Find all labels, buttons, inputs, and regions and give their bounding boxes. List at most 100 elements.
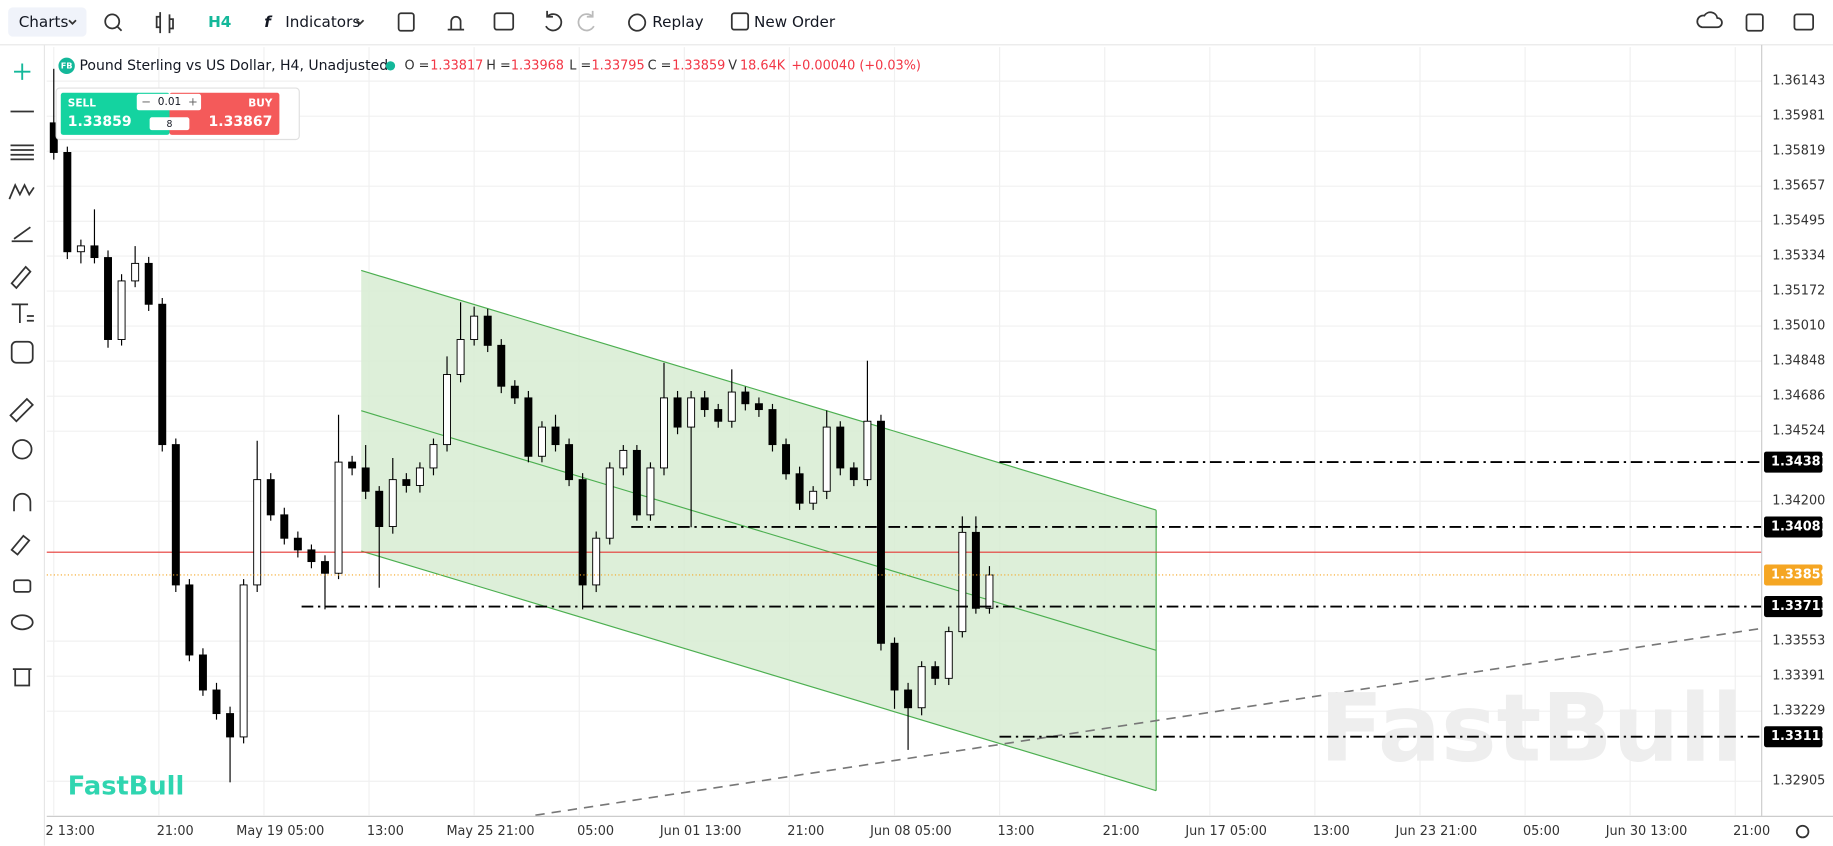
candle-body bbox=[958, 531, 967, 633]
candle-body bbox=[822, 426, 831, 492]
zoom-tool[interactable] bbox=[11, 439, 33, 460]
x-tick-label: 21:00 bbox=[157, 824, 194, 839]
candle-body bbox=[700, 397, 709, 411]
close-label: C = bbox=[648, 58, 672, 73]
new-order-label[interactable]: New Order bbox=[754, 13, 836, 31]
watermark: FastBull bbox=[1319, 674, 1743, 783]
y-tick-label: 1.34200 bbox=[1772, 494, 1825, 509]
current-price-label: 1.33859 bbox=[1771, 567, 1830, 582]
candle-body bbox=[388, 479, 397, 528]
candle-body bbox=[321, 561, 329, 574]
x-tick-label: Jun 23 21:00 bbox=[1395, 824, 1478, 839]
candle-body bbox=[537, 426, 546, 457]
candle-body bbox=[429, 444, 438, 469]
lot-value: 0.01 bbox=[158, 96, 181, 108]
settings-icon[interactable] bbox=[1795, 824, 1810, 839]
search-icon[interactable] bbox=[104, 13, 121, 30]
candle-body bbox=[985, 574, 994, 609]
volume-label: V bbox=[728, 58, 737, 73]
ruler-tool[interactable] bbox=[9, 397, 34, 423]
candle-body bbox=[171, 444, 180, 586]
status-dot bbox=[385, 61, 396, 71]
trash-tool[interactable] bbox=[12, 668, 32, 687]
candle-body bbox=[714, 409, 723, 422]
text-tool[interactable] bbox=[11, 303, 34, 324]
y-tick-label: 1.35172 bbox=[1772, 284, 1825, 299]
order-icon[interactable] bbox=[730, 12, 750, 31]
undo-icon[interactable] bbox=[545, 10, 563, 32]
charts-label[interactable]: Charts bbox=[19, 13, 69, 31]
candle-body bbox=[415, 467, 424, 486]
fib-tool[interactable] bbox=[10, 144, 34, 161]
x-tick-label: 2 13:00 bbox=[45, 824, 94, 839]
lot-input[interactable] bbox=[136, 93, 202, 111]
calendar-icon[interactable] bbox=[493, 12, 515, 31]
popout-icon[interactable] bbox=[1745, 13, 1764, 32]
price-label: 1.34081 bbox=[1771, 519, 1830, 534]
candle-body bbox=[63, 152, 72, 253]
crosshair-tool[interactable] bbox=[14, 63, 31, 80]
alert-icon[interactable] bbox=[447, 15, 465, 31]
buy-price: 1.33867 bbox=[209, 114, 273, 130]
high-value: 1.33968 bbox=[511, 58, 564, 73]
candle-body bbox=[117, 280, 126, 340]
y-tick-label: 1.35334 bbox=[1772, 249, 1825, 264]
candle-body bbox=[849, 467, 858, 481]
magnet-tool[interactable] bbox=[13, 492, 32, 512]
candle-body bbox=[863, 420, 872, 481]
candle-body bbox=[470, 315, 479, 340]
candle-body bbox=[456, 339, 465, 376]
replay-icon[interactable] bbox=[628, 13, 647, 32]
candle-body bbox=[524, 397, 533, 457]
volume-value: 18.64K bbox=[740, 58, 786, 73]
price-label-box bbox=[1764, 516, 1823, 538]
redo-icon[interactable] bbox=[577, 10, 595, 32]
x-tick-label: 21:00 bbox=[1103, 824, 1140, 839]
close-value: 1.33859 bbox=[672, 58, 725, 73]
replay-label[interactable]: Replay bbox=[652, 13, 703, 31]
price-label-box bbox=[1764, 726, 1823, 748]
lot-plus[interactable]: + bbox=[188, 95, 198, 109]
candle-body bbox=[198, 654, 207, 691]
y-tick-label: 1.35819 bbox=[1772, 144, 1825, 159]
panel-icon[interactable] bbox=[1793, 13, 1815, 31]
y-tick-label: 1.35657 bbox=[1772, 179, 1825, 194]
eye-tool[interactable] bbox=[10, 614, 34, 631]
candle-body bbox=[741, 391, 750, 405]
pattern-tool[interactable] bbox=[8, 183, 35, 200]
candle-body bbox=[483, 315, 492, 346]
x-tick-label: Jun 01 13:00 bbox=[659, 824, 742, 839]
candle-body bbox=[510, 385, 519, 399]
candle-body bbox=[158, 303, 167, 446]
candle-body bbox=[212, 689, 221, 715]
candle-body bbox=[565, 444, 574, 481]
lock-draw-tool[interactable] bbox=[10, 534, 31, 556]
open-label: O = bbox=[404, 58, 429, 73]
candle-body bbox=[280, 514, 289, 539]
cloud-icon[interactable] bbox=[1696, 11, 1723, 29]
charts-button[interactable] bbox=[8, 7, 87, 37]
chevron bbox=[68, 19, 77, 26]
candle-body bbox=[497, 344, 506, 387]
low-value: 1.33795 bbox=[592, 58, 645, 73]
interval[interactable]: H4 bbox=[208, 13, 231, 31]
candle-body bbox=[971, 531, 980, 609]
layout-icon[interactable] bbox=[397, 12, 415, 32]
brush-tool[interactable] bbox=[10, 265, 32, 290]
lot-minus[interactable]: − bbox=[141, 95, 151, 109]
indicators-label[interactable]: Indicators bbox=[285, 13, 360, 31]
emoji-tool[interactable] bbox=[10, 340, 34, 364]
candle-body bbox=[239, 584, 248, 738]
y-tick-label: 1.35981 bbox=[1772, 109, 1825, 124]
x-tick-label: 13:00 bbox=[997, 824, 1034, 839]
candles-icon[interactable] bbox=[155, 12, 174, 34]
candle-body bbox=[768, 409, 777, 446]
x-tick-label: 21:00 bbox=[1733, 824, 1770, 839]
lock-tool[interactable] bbox=[13, 579, 32, 593]
low-label: L = bbox=[569, 58, 591, 73]
projection-tool[interactable] bbox=[11, 226, 33, 243]
candle-body bbox=[809, 490, 818, 504]
candle-body bbox=[782, 444, 791, 475]
x-tick-label: Jun 08 05:00 bbox=[869, 824, 952, 839]
